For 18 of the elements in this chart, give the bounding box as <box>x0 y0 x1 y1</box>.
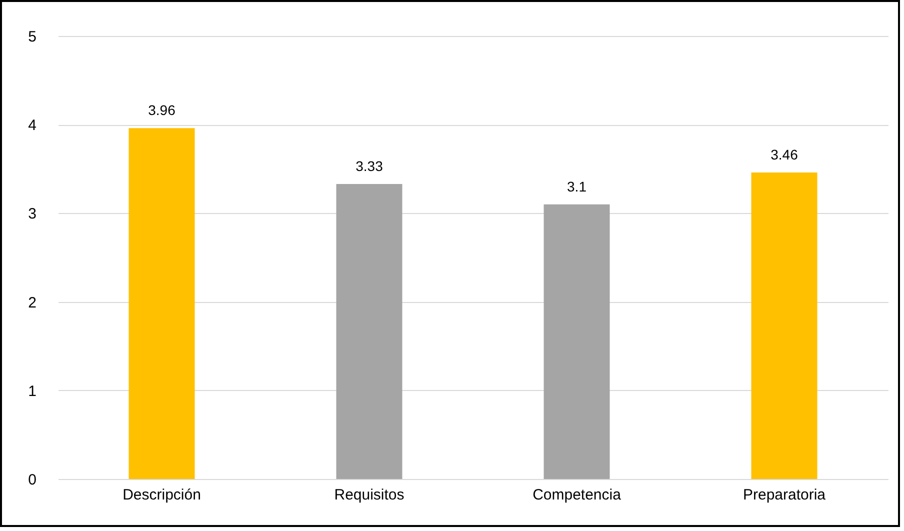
y-tick-label: 4 <box>28 117 36 134</box>
bar <box>128 128 195 479</box>
y-tick-label: 2 <box>28 294 36 312</box>
data-label: 3.1 <box>567 178 587 194</box>
y-tick-label: 5 <box>28 28 36 46</box>
x-tick-label: Requisitos <box>334 486 404 504</box>
x-tick-label: Descripción <box>122 486 201 504</box>
data-label: 3.46 <box>770 146 798 162</box>
data-label: 3.33 <box>356 158 384 174</box>
bar <box>544 204 610 479</box>
bar <box>751 172 818 479</box>
y-tick-label: 0 <box>28 472 36 488</box>
x-tick-label: Competencia <box>532 486 622 504</box>
y-tick-label: 1 <box>28 382 36 400</box>
y-tick-label: 3 <box>28 206 36 223</box>
x-tick-label: Preparatoria <box>742 486 826 504</box>
bar <box>336 184 402 479</box>
data-label: 3.96 <box>148 102 176 118</box>
